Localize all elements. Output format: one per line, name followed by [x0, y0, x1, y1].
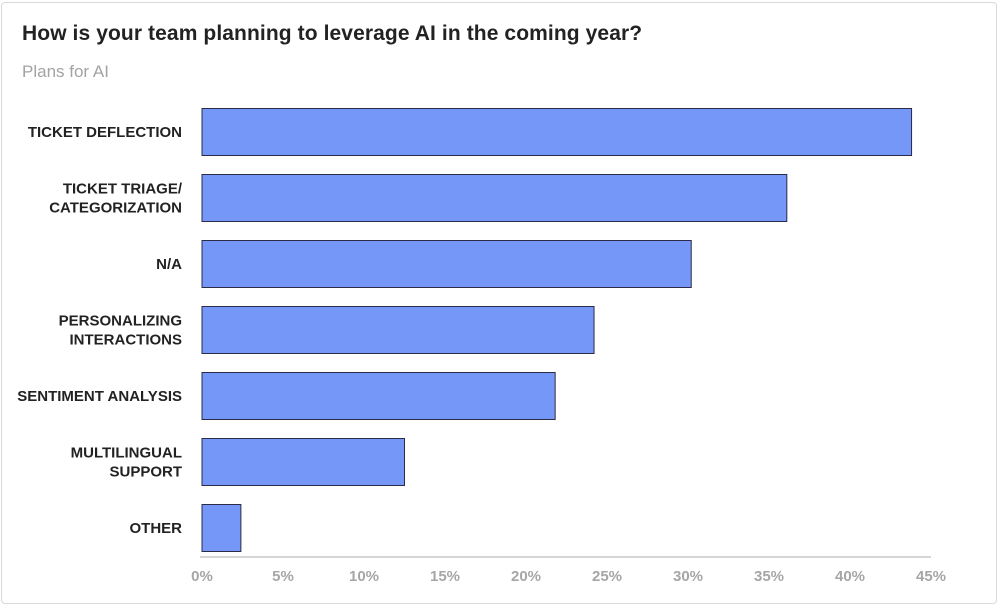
category-label-line: CATEGORIZATION	[49, 200, 182, 217]
category-label: TICKET DEFLECTION	[28, 124, 182, 141]
x-tick-label: 40%	[835, 568, 865, 585]
bar	[201, 108, 913, 156]
x-tick-label: 20%	[511, 568, 541, 585]
x-tick-label: 15%	[430, 568, 460, 585]
chart-title: How is your team planning to leverage AI…	[22, 22, 643, 45]
bar	[201, 306, 595, 354]
category-label-line: OTHER	[130, 520, 183, 537]
x-tick-label: 25%	[592, 568, 622, 585]
bar	[201, 174, 788, 222]
category-label: TICKET TRIAGE/CATEGORIZATION	[49, 181, 183, 217]
category-label: SENTIMENT ANALYSIS	[17, 388, 182, 405]
x-tick-label: 45%	[916, 568, 946, 585]
category-label-line: INTERACTIONS	[70, 332, 183, 349]
bar	[201, 504, 242, 552]
x-tick-label: 5%	[272, 568, 294, 585]
category-label-line: PERSONALIZING	[59, 313, 182, 330]
category-label-line: TICKET TRIAGE/	[63, 181, 183, 198]
x-tick-label: 10%	[349, 568, 379, 585]
x-tick-label: 30%	[673, 568, 703, 585]
bar	[201, 372, 556, 420]
x-tick-label: 0%	[191, 568, 213, 585]
category-label: OTHER	[130, 520, 183, 537]
category-label: N/A	[156, 256, 182, 273]
x-tick-label: 35%	[754, 568, 784, 585]
bar	[201, 438, 405, 486]
category-label-line: SENTIMENT ANALYSIS	[17, 388, 182, 405]
category-label: MULTILINGUAL SUPPORT	[71, 445, 182, 481]
category-label: PERSONALIZING INTERACTIONS	[59, 313, 182, 349]
chart-subtitle: Plans for AI	[22, 62, 109, 81]
category-label-line: N/A	[156, 256, 182, 273]
category-label-line: TICKET DEFLECTION	[28, 124, 182, 141]
category-label-line: MULTILINGUAL	[71, 445, 182, 462]
category-label-line: SUPPORT	[109, 464, 182, 481]
bar	[201, 240, 692, 288]
